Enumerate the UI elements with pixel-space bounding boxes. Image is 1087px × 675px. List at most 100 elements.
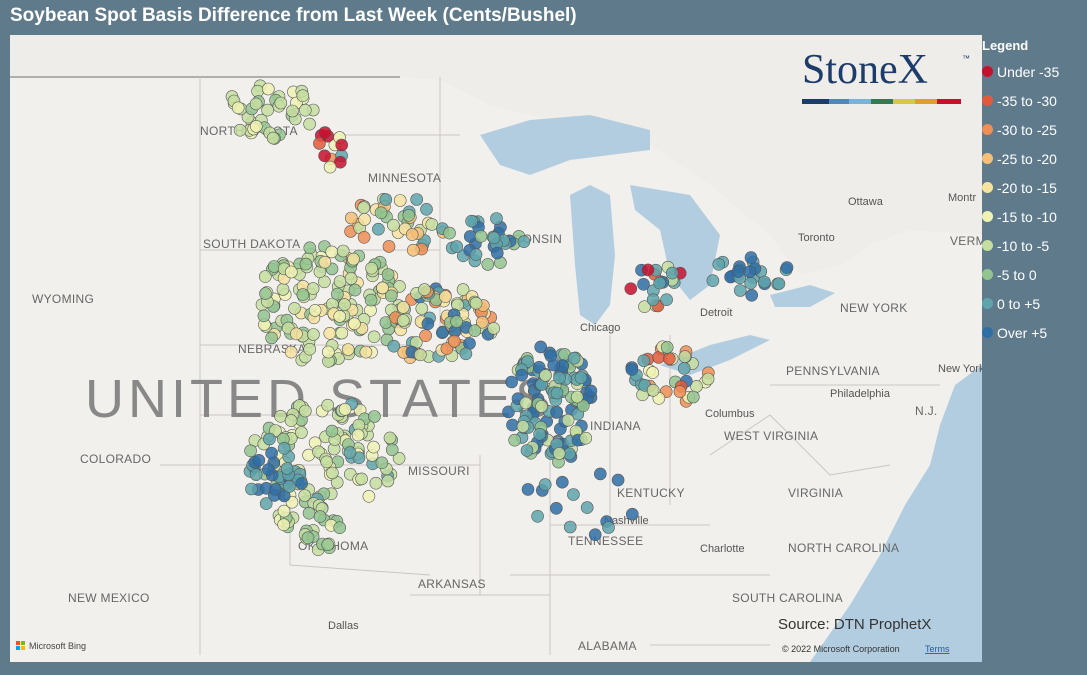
station-dot [276, 283, 290, 296]
logo-bar [871, 99, 893, 104]
station-dot [780, 261, 794, 274]
station-dot [531, 509, 544, 523]
state-label: PENNSYLVANIA [786, 364, 880, 378]
bing-text: Microsoft Bing [29, 641, 86, 651]
station-dot [379, 193, 393, 206]
legend-label: -5 to 0 [997, 266, 1037, 283]
legend-swatch [982, 269, 993, 280]
station-dot [653, 276, 667, 290]
legend-item: -30 to -25 [982, 115, 1087, 144]
state-label: N.J. [915, 404, 938, 418]
state-label: ARKANSAS [418, 577, 486, 591]
station-dot [396, 300, 410, 314]
station-dot [450, 240, 464, 253]
bing-square [21, 641, 25, 645]
city-label: Columbus [705, 408, 755, 420]
station-dot [259, 287, 272, 300]
station-dot [333, 155, 347, 169]
legend-item: -15 to -10 [982, 202, 1087, 231]
terms-link[interactable]: Terms [925, 644, 950, 654]
station-dot [368, 410, 381, 423]
station-dot [744, 251, 758, 264]
station-dot [469, 248, 483, 261]
station-dot [274, 409, 287, 423]
station-dot [419, 329, 432, 343]
station-dot [772, 277, 786, 290]
city-label: Chicago [580, 322, 620, 334]
legend-item: -20 to -15 [982, 173, 1087, 202]
station-dot [660, 341, 674, 354]
legend-label: -10 to -5 [997, 237, 1050, 254]
station-dot [712, 258, 726, 271]
station-dot [505, 375, 518, 389]
map: NORTH DAKOTAMINNESOTASOUTH DAKOTAWYOMING… [10, 35, 982, 662]
station-dot [538, 478, 552, 491]
station-dot [549, 501, 563, 515]
station-dot [262, 463, 275, 476]
lake-huron [630, 185, 720, 300]
logo-bar [802, 99, 829, 104]
station-dot [673, 385, 687, 398]
city-label: New York [938, 363, 982, 375]
legend-swatch [982, 298, 993, 309]
state-label: NEW YORK [840, 301, 908, 315]
station-dot [269, 483, 282, 496]
legend-label: -20 to -15 [997, 179, 1057, 196]
station-dot [265, 331, 278, 345]
station-dot [678, 350, 692, 363]
station-dot [517, 235, 531, 248]
station-dot [490, 246, 504, 260]
legend-item: Over +5 [982, 318, 1087, 347]
station-dot [369, 476, 383, 490]
station-dot [318, 126, 332, 139]
station-dot [261, 82, 275, 96]
station-dot [387, 218, 400, 232]
station-dot [576, 399, 590, 413]
station-dot [331, 287, 344, 301]
state-label: COLORADO [80, 452, 151, 466]
station-dot [351, 428, 365, 442]
station-dot [367, 440, 380, 454]
station-dot [584, 384, 598, 398]
legend-item: 0 to +5 [982, 289, 1087, 318]
station-dot [280, 462, 294, 475]
legend-swatch [982, 124, 993, 135]
station-dot [652, 351, 665, 364]
station-dot [553, 371, 566, 385]
country-label: UNITED STATES [85, 369, 555, 429]
legend-item: -5 to 0 [982, 260, 1087, 289]
station-dot [588, 528, 602, 542]
station-dot [637, 278, 650, 291]
station-dot [290, 327, 303, 341]
station-dot [481, 258, 495, 271]
station-dot [459, 347, 473, 361]
station-dot [519, 396, 533, 410]
station-dot [277, 504, 291, 518]
station-dot [402, 209, 416, 222]
station-dot [443, 226, 456, 240]
station-dot [233, 123, 247, 137]
station-dot [665, 266, 679, 280]
station-dot [487, 322, 501, 335]
station-dot [344, 272, 358, 285]
station-dot [245, 482, 258, 496]
station-dot [257, 309, 271, 323]
station-dot [385, 443, 399, 457]
station-dot [318, 149, 331, 163]
logo-bar [893, 99, 915, 104]
legend-swatch [982, 182, 993, 193]
station-dot [550, 405, 564, 419]
station-dot [252, 453, 266, 467]
station-dot [333, 521, 347, 535]
stations [225, 79, 794, 557]
station-dot [701, 372, 715, 386]
station-dot [381, 268, 395, 281]
station-dot [321, 538, 335, 552]
station-dot [662, 352, 676, 365]
legend-title: Legend [982, 38, 1029, 53]
state-label: NORTH CAROLINA [788, 541, 899, 555]
station-dot [567, 351, 581, 365]
station-dot [376, 281, 389, 295]
station-dot [357, 231, 371, 244]
